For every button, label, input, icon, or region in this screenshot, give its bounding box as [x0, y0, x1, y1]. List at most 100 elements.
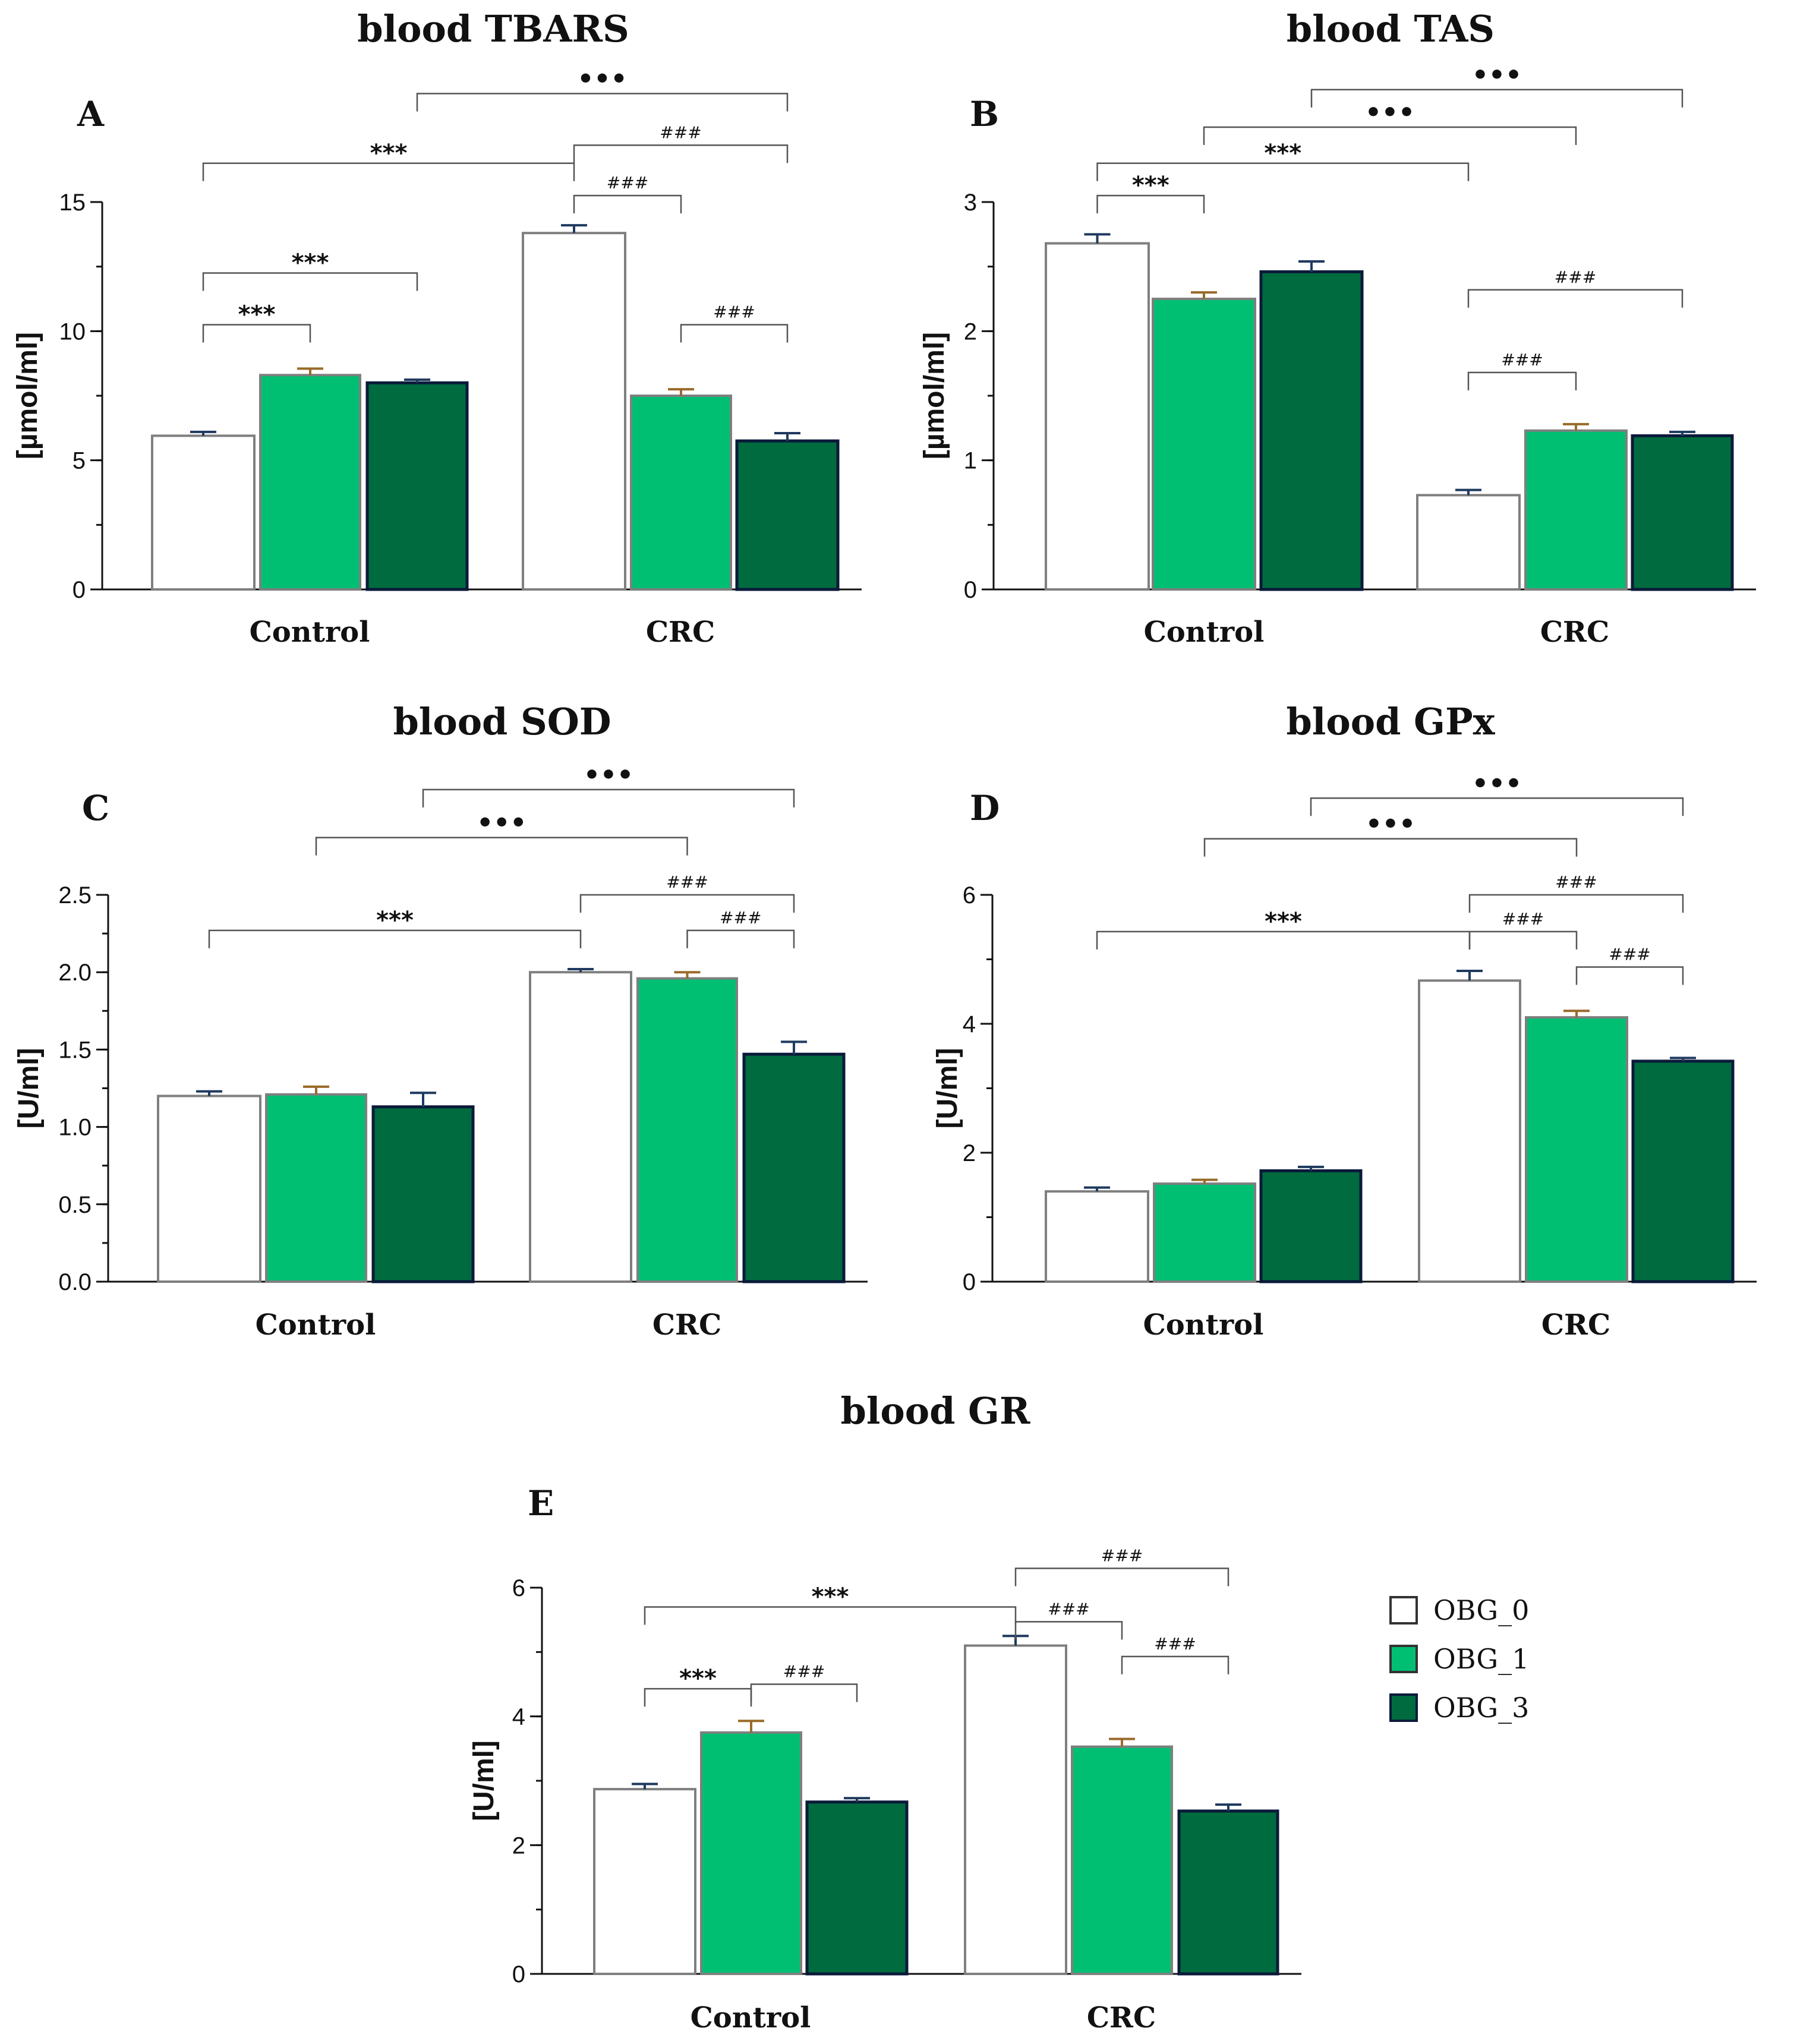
category-control: Control: [256, 1308, 376, 1342]
bar-obg-1-crc: [636, 977, 738, 1283]
significance-label: •••: [1472, 768, 1522, 799]
significance-bracket: [1310, 797, 1684, 816]
significance-label: ***: [238, 301, 276, 328]
y-axis-label: [µmol/ml]: [919, 332, 950, 459]
bar-obg-0-crc: [1416, 494, 1521, 591]
significance-bracket: [202, 324, 311, 343]
significance-label: ###: [783, 1662, 825, 1682]
significance-label: •••: [1366, 809, 1415, 840]
y-axis-label: [U/ml]: [468, 1740, 500, 1821]
significance-label: ###: [1101, 1546, 1143, 1566]
bar-obg-1-crc: [630, 395, 732, 591]
significance-bracket: [1310, 89, 1683, 108]
y-tick-label: 2: [963, 1140, 976, 1166]
significance-bracket: [1468, 894, 1684, 913]
significance-label: ###: [1501, 350, 1543, 370]
y-tick-label: 0.0: [58, 1269, 92, 1295]
significance-bracket: [686, 929, 795, 948]
y-tick-label: 2: [512, 1832, 525, 1859]
bar-obg-0-crc: [522, 232, 626, 591]
bar-obg-0-crc: [964, 1644, 1067, 1975]
legend-label-obg-1: OBG_1: [1433, 1643, 1529, 1675]
significance-bracket: [315, 837, 688, 856]
category-control: Control: [250, 616, 370, 649]
significance-bracket: [1467, 289, 1683, 308]
category-control: Control: [1144, 616, 1265, 649]
chart-title: blood TAS: [1287, 7, 1495, 51]
bar-obg-3-control: [805, 1800, 909, 1976]
y-axis-label: [U/ml]: [13, 1048, 45, 1129]
significance-bracket: [1203, 838, 1578, 857]
category-crc: CRC: [1087, 2001, 1156, 2034]
y-tick-label: 6: [512, 1575, 525, 1601]
bar-obg-0-crc: [529, 971, 632, 1283]
y-tick-label: 1.5: [58, 1037, 92, 1063]
legend-label-obg-3: OBG_3: [1433, 1692, 1529, 1724]
bar-obg-1-control: [700, 1731, 802, 1975]
bar-obg-0-control: [151, 434, 256, 591]
significance-label: •••: [1472, 60, 1522, 90]
significance-bracket: [416, 93, 789, 112]
bar-obg-1-crc: [1525, 1016, 1628, 1283]
significance-label: ###: [607, 173, 648, 193]
y-tick-label: 6: [963, 882, 976, 909]
significance-label: ###: [1048, 1599, 1089, 1619]
y-tick-label: 2.0: [58, 960, 92, 986]
significance-label: ###: [1555, 872, 1597, 892]
y-axis-label: [µmol/ml]: [12, 332, 43, 459]
y-tick-label: 2: [964, 318, 977, 345]
significance-bracket: [579, 894, 795, 913]
significance-bracket: [208, 929, 582, 948]
significance-bracket: [644, 1606, 1017, 1625]
significance-label: ***: [370, 140, 408, 167]
chart-title: blood SOD: [393, 700, 611, 743]
significance-label: ###: [1609, 945, 1650, 964]
legend-swatch-obg-0: [1389, 1596, 1418, 1625]
category-crc: CRC: [646, 616, 715, 649]
bar-obg-1-crc: [1071, 1745, 1173, 1975]
significance-label: ###: [1154, 1634, 1196, 1654]
panel-letter: C: [82, 788, 109, 828]
significance-bracket: [1468, 930, 1578, 950]
significance-bracket: [1096, 194, 1205, 214]
significance-bracket: [202, 272, 418, 291]
significance-bracket: [1203, 126, 1577, 145]
significance-bracket: [1575, 966, 1684, 985]
bar-obg-0-control: [593, 1788, 696, 1975]
category-control: Control: [691, 2001, 811, 2034]
significance-label: ###: [1555, 267, 1596, 287]
significance-bracket: [1121, 1655, 1229, 1674]
y-tick-label: 0.5: [58, 1192, 92, 1218]
chart-title: blood GPx: [1286, 700, 1495, 743]
bar-obg-3-crc: [1631, 1059, 1735, 1283]
bar-obg-3-crc: [1177, 1809, 1279, 1976]
y-tick-label: 3: [964, 190, 977, 216]
bar-obg-3-control: [1259, 1169, 1363, 1283]
y-axis-label: [U/ml]: [932, 1048, 963, 1129]
y-tick-label: 15: [59, 190, 86, 216]
significance-bracket: [202, 162, 575, 181]
chart-panel-b: blood TAS B 0 1 2 3 [µmol/ml] Control CRC *** *** •…: [919, 7, 1756, 649]
bar-obg-1-control: [259, 374, 361, 591]
chart-title: blood TBARS: [357, 7, 629, 51]
significance-label: ***: [1264, 140, 1301, 167]
panel-letter: B: [970, 94, 999, 134]
significance-bracket: [1096, 162, 1470, 181]
significance-bracket: [573, 194, 682, 214]
significance-label: ###: [666, 872, 708, 892]
significance-label: ***: [679, 1665, 717, 1692]
bar-obg-0-control: [1045, 242, 1150, 591]
chart-panel-d: blood GPx D 0 2 4 6 [U/ml] Control CRC *** ••• ••• #…: [932, 700, 1757, 1342]
y-tick-label: 4: [963, 1011, 976, 1037]
bar-obg-0-crc: [1418, 979, 1521, 1283]
category-crc: CRC: [1541, 1308, 1610, 1342]
y-tick-label: 5: [72, 448, 86, 474]
bar-obg-3-crc: [742, 1052, 846, 1283]
significance-bracket: [422, 788, 795, 807]
significance-bracket: [750, 1683, 858, 1702]
y-tick-label: 4: [512, 1704, 525, 1730]
significance-label: ***: [376, 907, 414, 934]
